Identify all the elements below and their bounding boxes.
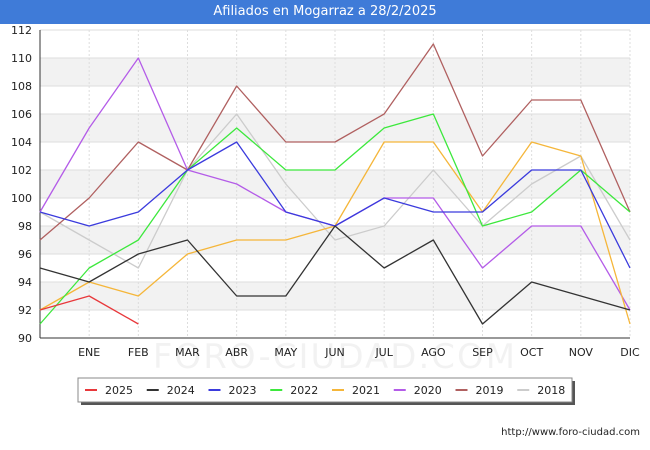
legend-box — [77, 377, 573, 403]
axes — [39, 30, 630, 339]
x-tick-label: DIC — [620, 346, 640, 359]
series-line-2018 — [39, 113, 631, 269]
x-tick-label: AGO — [421, 346, 446, 359]
legend: 2025 2024 2023 2022 2021 2020 2019 2018 — [77, 377, 575, 405]
chart-title: Afiliados en Mogarraz a 28/2/2025 — [213, 4, 437, 19]
x-tick-label: JUN — [324, 346, 345, 359]
series-line-2019 — [39, 43, 631, 241]
legend-label-2018: 2018 — [537, 384, 565, 397]
title-bar — [0, 0, 650, 24]
series-lines — [39, 43, 631, 325]
x-tick-label: SEP — [472, 346, 493, 359]
y-tick-label: 102 — [11, 164, 32, 177]
y-tick-label: 90 — [18, 332, 32, 345]
x-tick-label: NOV — [569, 346, 594, 359]
y-tick-label: 92 — [18, 304, 32, 317]
legend-label-2019: 2019 — [476, 384, 504, 397]
series-line-2022 — [39, 113, 631, 325]
y-tick-label: 110 — [11, 52, 32, 65]
x-tick-label: ABR — [225, 346, 248, 359]
legend-label-2024: 2024 — [167, 384, 195, 397]
legend-label-2021: 2021 — [352, 384, 380, 397]
series-line-2024 — [39, 225, 631, 325]
y-tick-label: 100 — [11, 192, 32, 205]
y-tick-label: 94 — [18, 276, 32, 289]
legend-label-2020: 2020 — [414, 384, 442, 397]
x-tick-label: FEB — [128, 346, 149, 359]
source-url[interactable]: http://www.foro-ciudad.com — [501, 427, 640, 438]
x-tick-label: ENE — [78, 346, 100, 359]
y-tick-label: 108 — [11, 80, 32, 93]
legend-label-2022: 2022 — [290, 384, 318, 397]
y-tick-labels: 90 92 94 96 98 100 102 104 106 108 110 112 — [11, 24, 32, 345]
y-tick-label: 98 — [18, 220, 32, 233]
y-tick-label: 106 — [11, 108, 32, 121]
y-tick-label: 96 — [18, 248, 32, 261]
y-tick-label: 104 — [11, 136, 32, 149]
x-tick-label: MAR — [175, 346, 200, 359]
x-tick-label: JUL — [374, 346, 393, 359]
legend-label-2025: 2025 — [105, 384, 133, 397]
x-tick-labels: ENE FEB MAR ABR MAY JUN JUL AGO SEP OCT NOV DIC — [78, 346, 640, 359]
series-line-2025 — [39, 295, 139, 325]
x-tick-label: MAY — [274, 346, 297, 359]
y-tick-label: 112 — [11, 24, 32, 37]
legend-label-2023: 2023 — [229, 384, 257, 397]
watermark: FORO-CIUDAD.COM — [153, 337, 517, 377]
x-tick-label: OCT — [520, 346, 543, 359]
